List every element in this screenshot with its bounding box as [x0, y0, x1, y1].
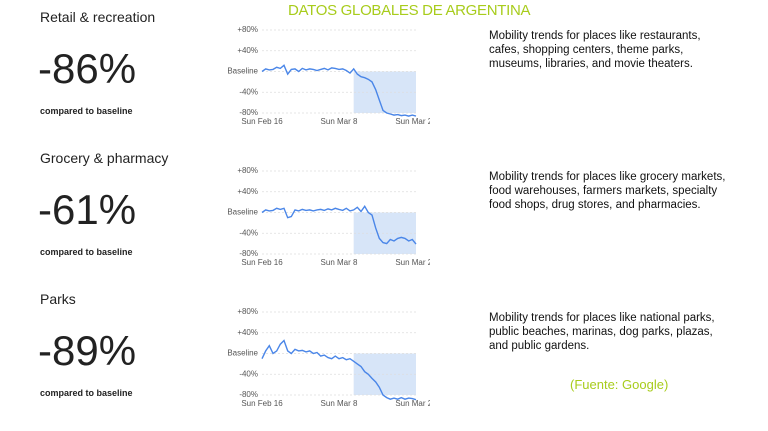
- description: Mobility trends for places like restaura…: [489, 30, 701, 70]
- y-tick-label: +80%: [237, 307, 258, 316]
- highlight-region: [353, 212, 416, 254]
- source-note: (Fuente: Google): [570, 377, 669, 392]
- x-tick-label: Sun Feb 16: [241, 117, 283, 126]
- trend-line: [261, 64, 417, 117]
- y-tick-label: -80%: [239, 249, 258, 258]
- y-tick-label: +40%: [237, 187, 258, 196]
- y-tick-label: Baseline: [227, 67, 258, 76]
- x-tick-label: Sun Feb 16: [241, 258, 283, 267]
- caption: compared to baseline: [40, 388, 133, 398]
- x-tick-label: Sun Mar 8: [321, 117, 358, 126]
- metric-label: Parks: [40, 291, 76, 307]
- y-tick-label: -40%: [239, 87, 258, 96]
- mobility-chart: +80% +40% Baseline -40% -80%Sun Feb 16 Sun Ma…: [227, 25, 430, 126]
- y-tick-label: -40%: [239, 369, 258, 378]
- metric-label: Retail & recreation: [40, 9, 156, 25]
- trend-line: [261, 339, 417, 401]
- y-tick-label: -80%: [239, 108, 258, 117]
- y-tick-label: Baseline: [227, 208, 258, 217]
- headline-value: -89%: [38, 327, 137, 374]
- x-tick-label: Sun Mar 8: [321, 258, 358, 267]
- y-tick-label: +80%: [237, 25, 258, 34]
- mobility-chart: +80% +40% Baseline -40% -80%Sun Feb 16 Sun Ma…: [227, 307, 430, 408]
- y-tick-label: +80%: [237, 166, 258, 175]
- highlight-region: [353, 353, 416, 395]
- trend-line: [261, 205, 417, 245]
- highlight-region: [353, 71, 416, 113]
- x-tick-label: Sun Mar 29: [395, 399, 430, 408]
- description: Mobility trends for places like grocery …: [489, 171, 726, 211]
- headline-value: -61%: [38, 186, 137, 233]
- page-title: DATOS GLOBALES DE ARGENTINA: [288, 2, 531, 19]
- metric-label: Grocery & pharmacy: [40, 150, 169, 166]
- x-tick-label: Sun Feb 16: [241, 399, 283, 408]
- x-tick-label: Sun Mar 29: [395, 117, 430, 126]
- y-tick-label: +40%: [237, 46, 258, 55]
- caption: compared to baseline: [40, 106, 133, 116]
- headline-value: -86%: [38, 45, 137, 92]
- x-tick-label: Sun Mar 8: [321, 399, 358, 408]
- x-tick-label: Sun Mar 29: [395, 258, 430, 267]
- description: Mobility trends for places like national…: [489, 312, 715, 352]
- mobility-chart: +80% +40% Baseline -40% -80%Sun Feb 16 Sun Ma…: [227, 166, 430, 267]
- y-tick-label: -80%: [239, 390, 258, 399]
- y-tick-label: +40%: [237, 328, 258, 337]
- caption: compared to baseline: [40, 247, 133, 257]
- y-tick-label: Baseline: [227, 349, 258, 358]
- y-tick-label: -40%: [239, 228, 258, 237]
